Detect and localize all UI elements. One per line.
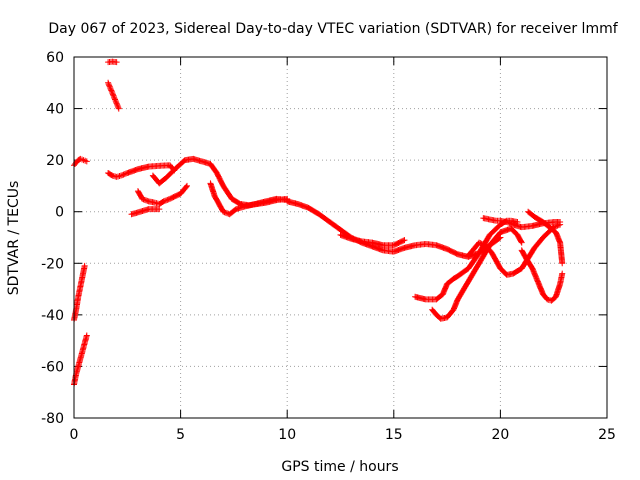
point-markers [71,262,88,324]
y-tick-label: 40 [46,102,64,118]
chart-title: Day 067 of 2023, Sidereal Day-to-day VTE… [48,21,618,37]
y-tick-label: -80 [41,411,64,427]
series-arc18 [525,208,566,267]
series-arc10 [207,180,291,218]
series-arc8 [128,206,163,218]
grid-lines [74,57,607,418]
point-markers [465,221,564,278]
point-markers [105,79,122,112]
point-markers [518,247,566,304]
y-tick-label: -60 [41,359,64,375]
point-markers [105,58,120,66]
point-markers [134,182,190,207]
axis-ticks: 0 5 10 15 20 25 -80 -60 -40 -20 0 20 40 60 [41,50,616,443]
x-tick-label: 10 [278,427,296,443]
series-arc5 [105,79,122,112]
point-markers [337,231,408,249]
x-tick-label: 20 [491,427,509,443]
point-markers [128,206,163,218]
plot-frame [73,56,608,419]
x-axis-label: GPS time / hours [281,459,398,475]
series-arc7 [134,182,190,207]
series-arc6 [105,162,178,180]
series-arc12 [337,231,408,249]
x-tick-label: 5 [176,427,185,443]
series-arc4 [105,58,120,66]
x-tick-label: 15 [385,427,403,443]
y-tick-label: -40 [41,308,64,324]
y-axis-label: SDTVAR / TECUs [6,181,22,296]
y-tick-label: 60 [46,50,64,66]
point-markers [105,162,178,180]
data-points [71,58,566,388]
series-arc15 [465,221,564,278]
x-tick-label: 25 [598,427,616,443]
y-tick-label: 0 [55,205,64,221]
point-markers [525,208,566,267]
x-tick-label: 0 [70,427,79,443]
y-tick-label: -20 [41,256,64,272]
point-markers [207,180,291,218]
series-arc2 [71,262,88,324]
series-arc17 [518,247,566,304]
y-tick-label: 20 [46,153,64,169]
